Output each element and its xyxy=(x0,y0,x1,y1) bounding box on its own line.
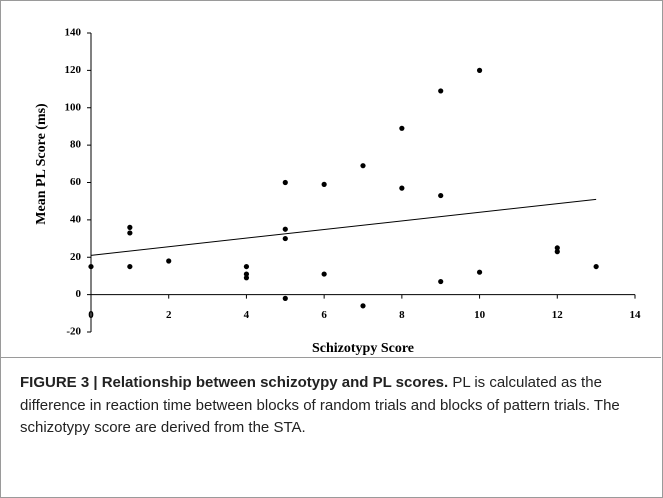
point xyxy=(127,263,133,270)
point xyxy=(438,278,444,285)
point xyxy=(282,295,288,301)
x-tick-label: 2 xyxy=(166,309,172,321)
point xyxy=(243,271,250,277)
caption: FIGURE 3 | Relationship between schizoty… xyxy=(20,372,645,440)
caption-text: PL is calculated as the difference in re… xyxy=(20,374,620,436)
point xyxy=(127,224,133,230)
point xyxy=(476,269,483,275)
point xyxy=(399,185,405,191)
y-axis-label: Mean PL Score (ms) xyxy=(34,103,49,225)
x-tick-label: 4 xyxy=(244,309,250,321)
y-tick-label: -20 xyxy=(66,326,81,338)
chart: Schizotypy Score Mean PL Score (ms) -20 0… xyxy=(34,27,642,357)
point xyxy=(360,303,366,309)
x-tick-label: 6 xyxy=(321,309,327,321)
point xyxy=(438,192,444,199)
y-tick-label: 40 xyxy=(70,213,82,225)
point xyxy=(127,230,133,236)
y-tick-label: 100 xyxy=(65,101,82,113)
point xyxy=(438,88,444,94)
x-tick-label: 0 xyxy=(88,309,94,321)
x-tick-label: 14 xyxy=(630,309,642,321)
point xyxy=(243,263,250,270)
point xyxy=(399,125,405,131)
y-tick-label: 60 xyxy=(70,176,82,188)
point xyxy=(243,275,250,281)
caption-label: FIGURE 3 | Relationship between schizoty… xyxy=(20,374,449,391)
y-tick-label: 20 xyxy=(70,251,82,263)
y-tick-label: 80 xyxy=(70,139,82,151)
point xyxy=(321,181,327,187)
point xyxy=(554,249,560,255)
point xyxy=(593,263,599,270)
y-tick-label: 140 xyxy=(65,27,82,39)
point xyxy=(321,271,327,277)
point xyxy=(360,163,366,169)
point xyxy=(554,245,560,251)
point xyxy=(282,226,288,232)
x-axis-label: Schizotypy Score xyxy=(312,341,414,356)
point xyxy=(282,179,288,186)
y-tick-label: 0 xyxy=(76,288,82,300)
point xyxy=(166,258,172,264)
y-tick-label: 120 xyxy=(65,64,82,76)
point xyxy=(88,263,94,270)
x-tick-label: 10 xyxy=(474,309,486,321)
point xyxy=(282,235,288,242)
point xyxy=(476,67,483,73)
x-tick-label: 12 xyxy=(552,309,564,321)
trendline xyxy=(90,198,597,256)
separator xyxy=(0,357,661,358)
x-tick-label: 8 xyxy=(399,309,405,321)
